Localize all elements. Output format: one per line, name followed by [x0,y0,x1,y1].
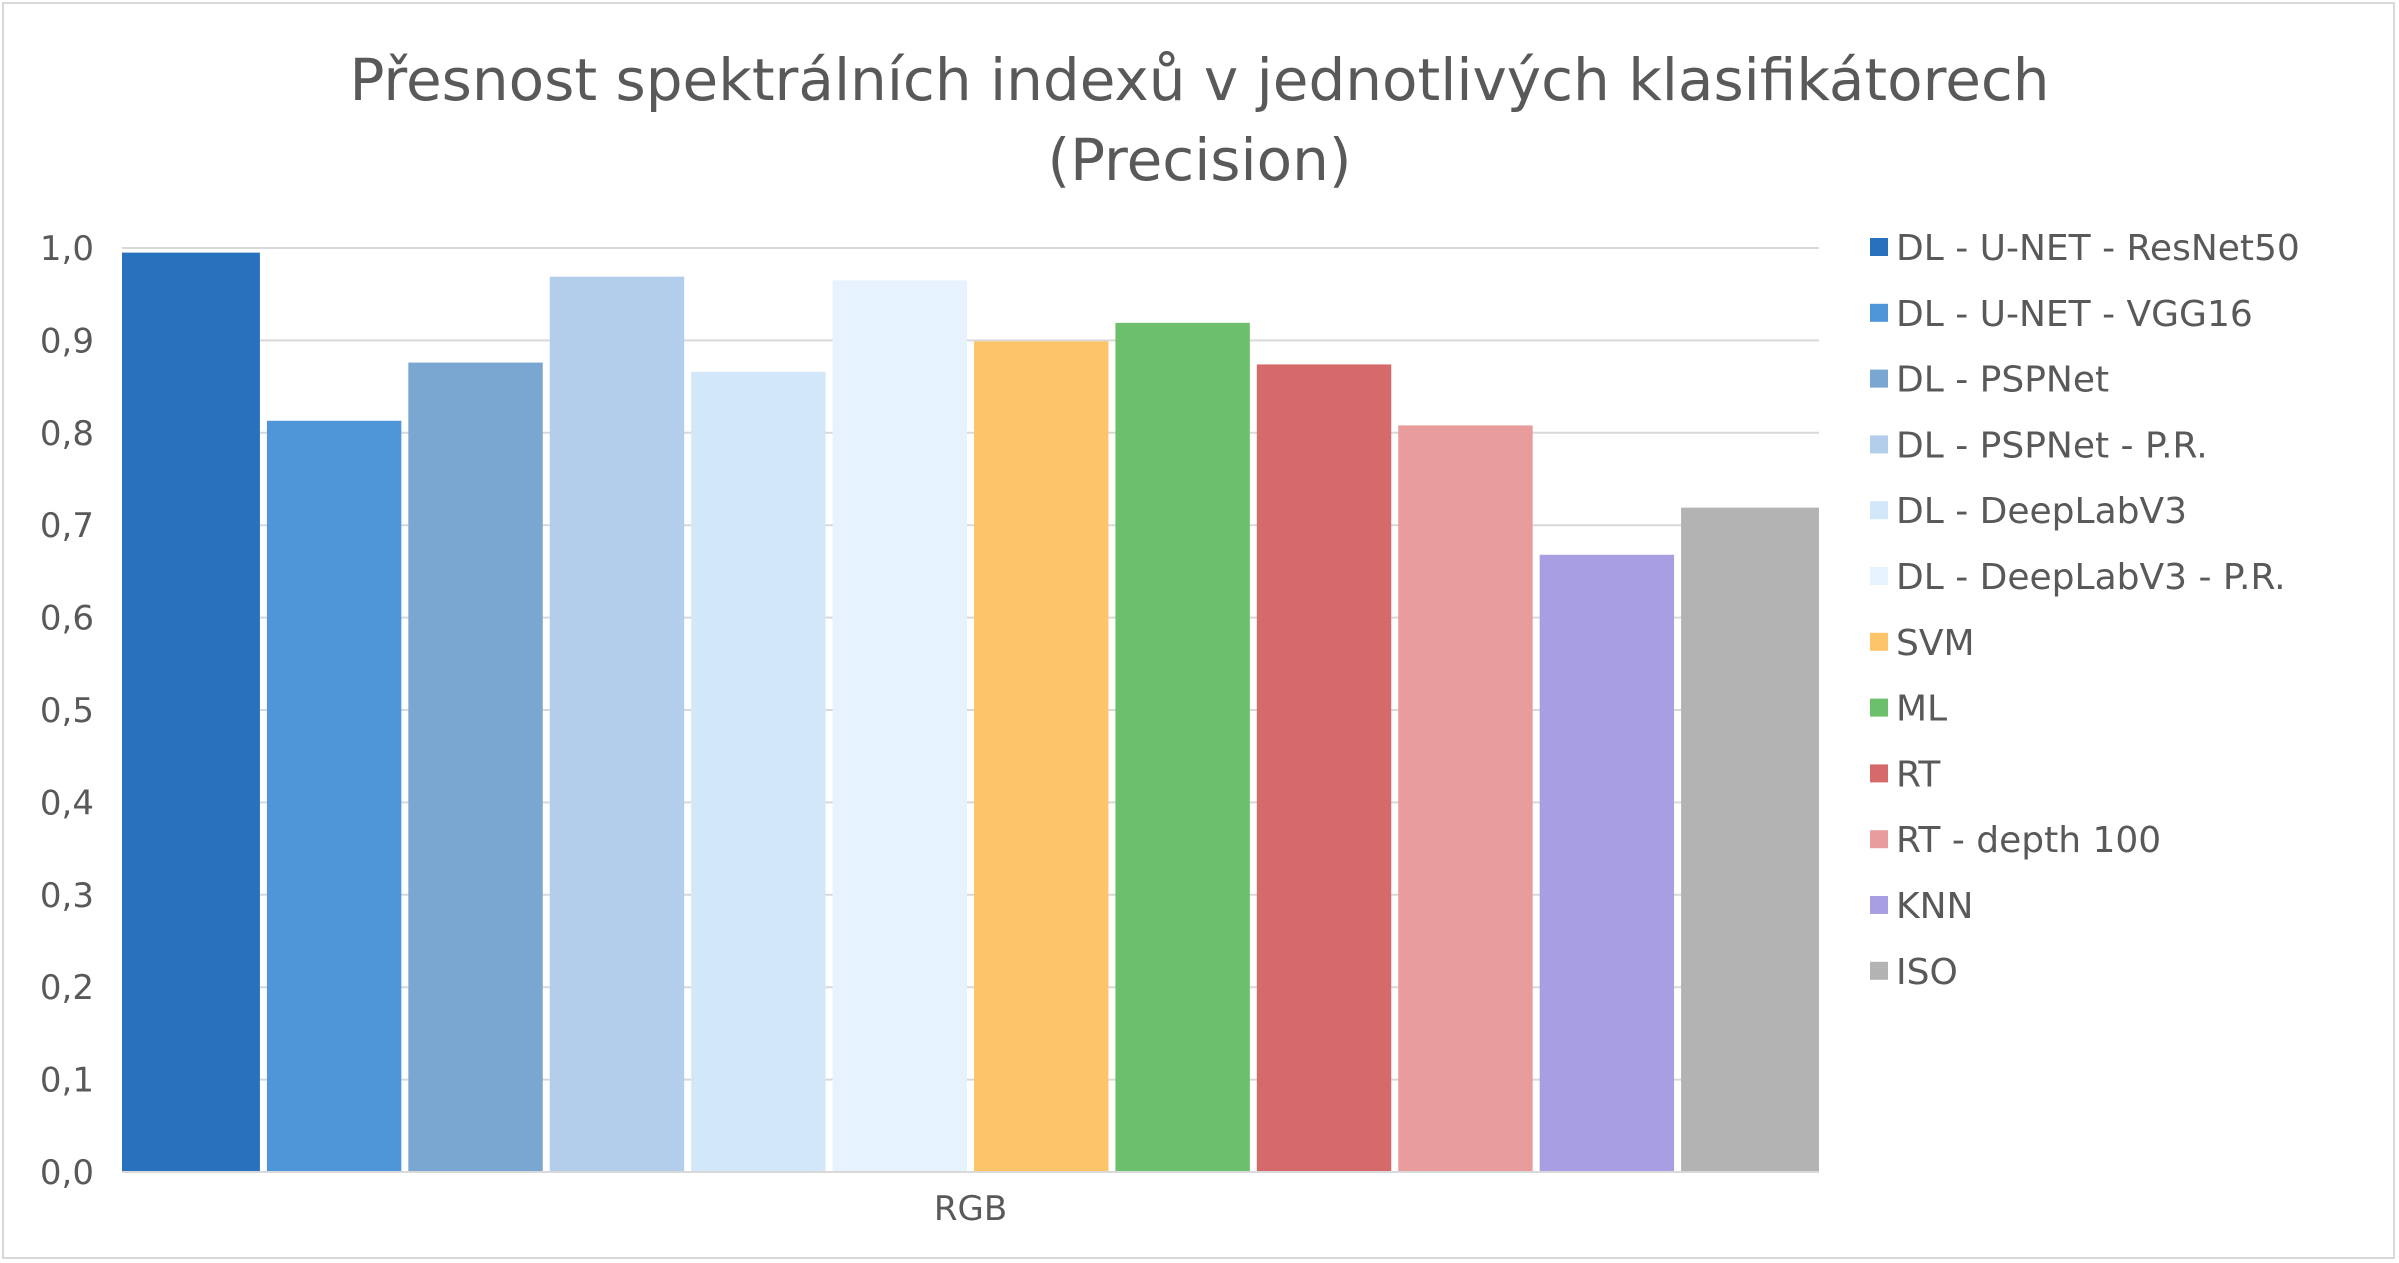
legend-swatch [1870,303,1888,322]
y-tick-label: 0,6 [40,599,94,639]
legend-label: ISO [1896,952,1958,993]
legend-swatch [1870,501,1888,520]
bar-dl-u-net-vgg16 [266,420,402,1173]
y-tick-label: 0,3 [40,876,94,916]
legend-label: KNN [1896,886,1973,927]
legend-swatch [1870,238,1888,256]
chart-title-line2: (Precision) [1047,126,1352,194]
x-axis: RGB [122,1171,1819,1229]
bar-dl-u-net-resnet50 [122,252,260,1172]
legend-swatch [1870,632,1888,651]
y-tick-label: 0,5 [40,691,94,731]
legend-swatch [1870,764,1888,783]
bar-dl-pspnet-p-r- [549,276,685,1172]
y-tick-label: 0,4 [40,783,94,823]
legend: DL - U-NET - ResNet50 DL - U-NET - VGG16 D… [1870,228,2300,993]
legend-label: DL - U-NET - VGG16 [1896,294,2253,335]
legend-label: RT - depth 100 [1896,820,2161,861]
legend-label: DL - PSPNet [1896,360,2109,401]
legend-swatch [1870,567,1888,585]
legend-swatch [1870,369,1888,388]
legend-label: DL - PSPNet - P.R. [1896,425,2208,466]
chart-title-line1: Přesnost spektrálních indexů v jednotliv… [349,46,2050,114]
y-tick-label: 1,0 [40,229,94,269]
bar-knn [1539,554,1675,1172]
y-tick-label: 0,9 [40,321,94,361]
x-category-label: RGB [934,1189,1007,1229]
bar-dl-deeplabv3-p-r- [832,280,967,1173]
y-tick-label: 0,8 [40,414,94,454]
y-tick-label: 0,1 [40,1061,94,1101]
bars [122,252,1819,1173]
y-axis-tick-labels: 0,0 0,1 0,2 0,3 0,4 0,5 0,6 0,7 0,8 0,9 1,0 [40,229,94,1193]
gridlines [122,247,1819,1081]
y-tick-label: 0,2 [40,968,94,1008]
legend-label: DL - DeepLabV3 - P.R. [1896,557,2286,598]
legend-swatch [1870,896,1888,914]
bar-dl-deeplabv3 [691,371,826,1172]
chart-title: Přesnost spektrálních indexů v jednotliv… [0,40,2399,200]
legend-swatch [1870,961,1888,980]
legend-label: DL - U-NET - ResNet50 [1896,228,2300,269]
legend-swatch [1870,435,1888,454]
bar-rt-depth-100 [1398,425,1533,1173]
y-tick-label: 0,0 [40,1153,94,1193]
bar-ml [1115,322,1250,1172]
bar-svm [974,341,1109,1173]
legend-label: ML [1896,689,1947,730]
bar-rt [1256,364,1392,1172]
legend-label: DL - DeepLabV3 [1896,491,2187,532]
legend-label: SVM [1896,623,1975,664]
y-tick-label: 0,7 [40,506,94,546]
bar-dl-pspnet [408,362,543,1172]
legend-swatch [1870,698,1888,717]
bar-iso [1681,507,1819,1172]
legend-swatch [1870,830,1888,849]
legend-label: RT [1896,754,1941,795]
